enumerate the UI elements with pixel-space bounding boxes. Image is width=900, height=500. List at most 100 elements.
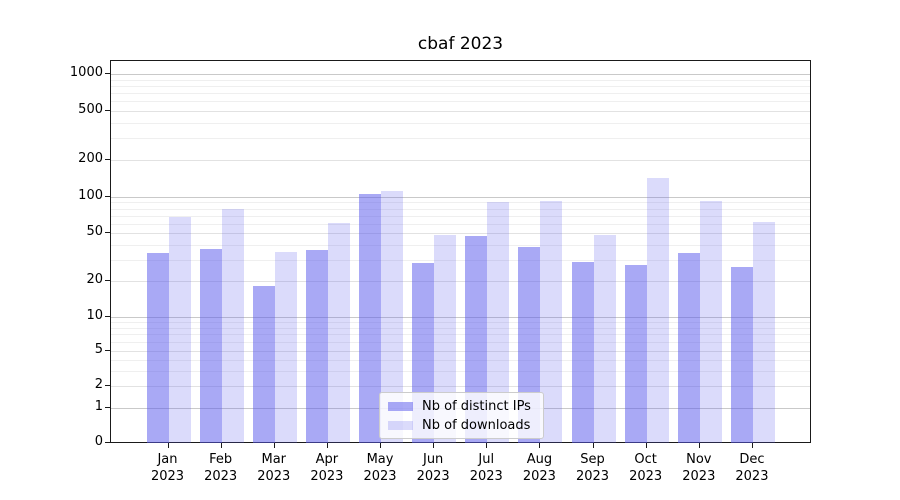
x-tick-label-line: 2023 bbox=[204, 469, 238, 484]
x-tick-label-line: 2023 bbox=[682, 469, 716, 484]
bar-distinct-ips-dec bbox=[730, 267, 753, 443]
x-tick-label-line: 2023 bbox=[150, 469, 185, 484]
gridline-10 bbox=[111, 317, 810, 318]
bar-distinct-ips-may bbox=[359, 194, 382, 443]
bar-distinct-ips-oct bbox=[624, 265, 647, 443]
gridline-3 bbox=[111, 370, 810, 372]
x-tick-label-line: Mar bbox=[261, 452, 287, 467]
gridline-300 bbox=[111, 138, 810, 140]
legend: Nb of distinct IPs Nb of downloads bbox=[379, 392, 544, 439]
y-tick-mark bbox=[105, 232, 110, 233]
legend-swatch-icon bbox=[388, 401, 413, 411]
gridline-2 bbox=[111, 386, 810, 387]
legend-swatch-icon bbox=[388, 420, 413, 430]
bar-downloads-oct bbox=[646, 178, 669, 443]
legend-label: Nb of downloads bbox=[422, 417, 531, 433]
x-tick-mark bbox=[486, 443, 488, 448]
y-tick-mark bbox=[105, 316, 110, 317]
x-tick-label-nov: Nov 2023 bbox=[667, 451, 731, 485]
gridline-80 bbox=[111, 208, 810, 210]
y-tick-label-2: 2 bbox=[94, 377, 103, 392]
x-tick-label-line: May bbox=[366, 452, 394, 467]
bar-downloads-jan bbox=[168, 217, 191, 443]
y-tick-mark bbox=[105, 407, 110, 408]
x-tick-label-line: Nov bbox=[686, 452, 712, 467]
x-tick-label-jan: Jan 2023 bbox=[136, 451, 200, 485]
x-tick-mark bbox=[273, 443, 275, 448]
gridline-900 bbox=[111, 79, 810, 81]
gridline-500 bbox=[111, 111, 810, 112]
x-tick-label-line: 2023 bbox=[257, 469, 291, 484]
x-tick-label-mar: Mar 2023 bbox=[242, 451, 306, 485]
bar-downloads-jul bbox=[487, 201, 510, 443]
y-tick-mark bbox=[105, 350, 110, 351]
x-tick-label-line: Oct bbox=[634, 452, 657, 467]
gridline-100 bbox=[111, 197, 810, 198]
bar-distinct-ips-mar bbox=[252, 286, 275, 443]
bar-downloads-sep bbox=[593, 235, 616, 443]
y-tick-label-50: 50 bbox=[86, 224, 103, 239]
y-tick-label-10: 10 bbox=[86, 308, 103, 323]
x-tick-label-line: Sep bbox=[580, 452, 605, 467]
x-tick-label-line: 2023 bbox=[363, 469, 397, 484]
bar-downloads-nov bbox=[699, 200, 722, 443]
x-tick-label-line: Jun bbox=[422, 452, 444, 467]
y-tick-label-0: 0 bbox=[94, 434, 103, 449]
gridline-700 bbox=[111, 93, 810, 95]
y-tick-label-500: 500 bbox=[78, 102, 103, 117]
gridline-6 bbox=[111, 342, 810, 344]
gridline-5 bbox=[111, 351, 810, 352]
y-tick-label-1: 1 bbox=[94, 399, 103, 414]
y-tick-label-20: 20 bbox=[86, 272, 103, 287]
bar-downloads-feb bbox=[221, 208, 244, 443]
gridline-30 bbox=[111, 259, 810, 261]
x-tick-label-line: 2023 bbox=[310, 469, 344, 484]
y-tick-mark bbox=[105, 196, 110, 197]
x-tick-label-oct: Oct 2023 bbox=[614, 451, 678, 485]
y-tick-mark bbox=[105, 159, 110, 160]
gridline-600 bbox=[111, 101, 810, 103]
bar-downloads-may bbox=[381, 190, 404, 443]
y-tick-mark bbox=[105, 280, 110, 281]
bar-distinct-ips-nov bbox=[677, 253, 700, 443]
y-tick-label-100: 100 bbox=[78, 188, 103, 203]
bar-distinct-ips-sep bbox=[571, 261, 594, 443]
x-tick-label-line: Dec bbox=[739, 452, 765, 467]
gridline-60 bbox=[111, 223, 810, 225]
x-tick-label-may: May 2023 bbox=[348, 451, 412, 485]
x-tick-mark bbox=[167, 443, 169, 448]
y-tick-mark bbox=[105, 385, 110, 386]
x-tick-label-line: 2023 bbox=[522, 469, 556, 484]
x-tick-label-aug: Aug 2023 bbox=[507, 451, 571, 485]
gridline-7 bbox=[111, 334, 810, 336]
x-tick-label-apr: Apr 2023 bbox=[295, 451, 359, 485]
x-tick-label-line: Apr bbox=[315, 452, 339, 467]
x-tick-label-sep: Sep 2023 bbox=[561, 451, 625, 485]
gridline-400 bbox=[111, 122, 810, 124]
gridline-9 bbox=[111, 322, 810, 324]
y-tick-label-200: 200 bbox=[78, 151, 103, 166]
x-tick-label-line: Jul bbox=[478, 452, 495, 467]
gridline-1000 bbox=[111, 74, 810, 75]
legend-label: Nb of distinct IPs bbox=[422, 398, 531, 414]
x-tick-mark bbox=[592, 443, 594, 448]
x-tick-mark bbox=[326, 443, 328, 448]
x-tick-mark bbox=[380, 443, 382, 448]
x-tick-label-jul: Jul 2023 bbox=[454, 451, 518, 485]
x-tick-label-line: 2023 bbox=[416, 469, 450, 484]
x-tick-mark bbox=[539, 443, 541, 448]
x-tick-label-line: 2023 bbox=[575, 469, 610, 484]
x-tick-label-line: Aug bbox=[526, 452, 553, 467]
y-tick-label-1000: 1000 bbox=[69, 65, 103, 80]
gridline-4 bbox=[111, 359, 810, 361]
y-tick-mark bbox=[105, 442, 110, 443]
gridline-8 bbox=[111, 327, 810, 329]
x-tick-label-line: 2023 bbox=[469, 469, 503, 484]
plot-area bbox=[110, 60, 811, 443]
x-tick-label-line: 2023 bbox=[629, 469, 663, 484]
bar-distinct-ips-apr bbox=[305, 250, 328, 443]
bar-downloads-aug bbox=[540, 201, 563, 443]
x-tick-label-line: Jan bbox=[157, 452, 178, 467]
bar-distinct-ips-jul bbox=[465, 236, 488, 443]
